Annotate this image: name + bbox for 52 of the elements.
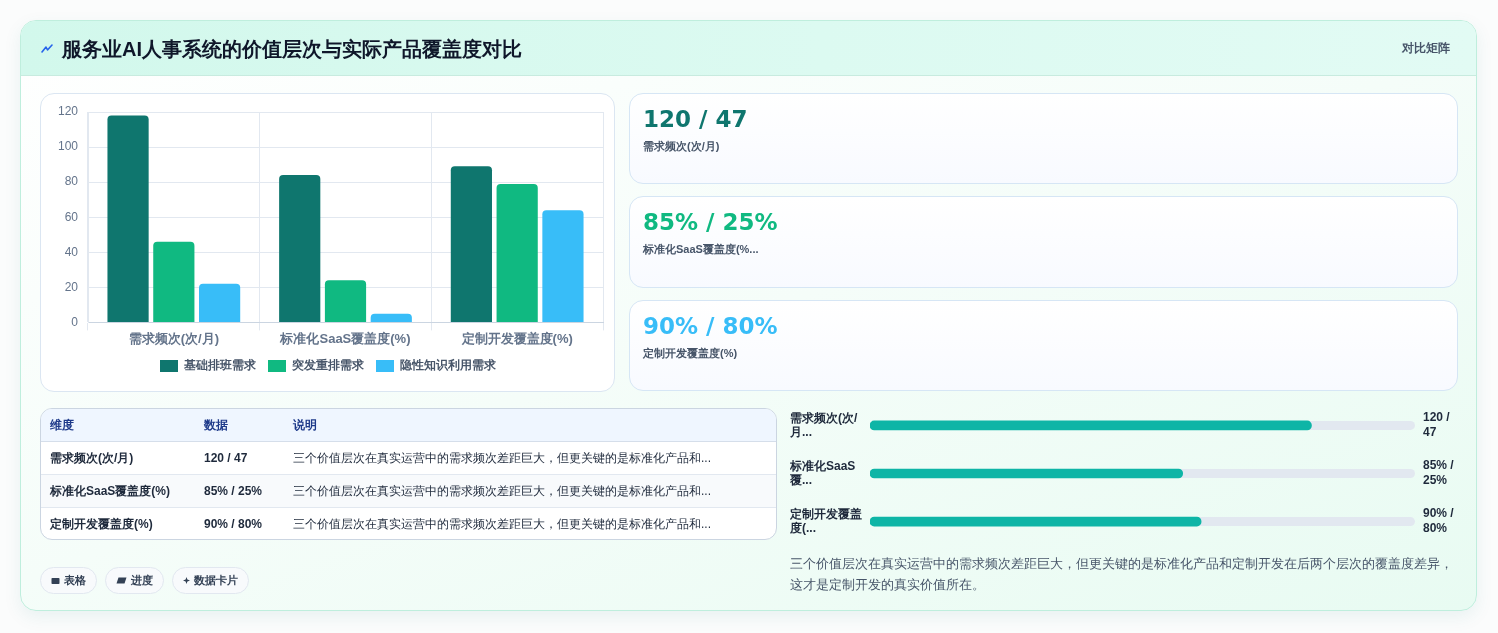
y-tick-label: 100 [57, 139, 79, 154]
text: 对比矩阵 [1401, 40, 1450, 57]
text: 定制开发覆盖度(%) [50, 516, 153, 531]
x-tick-label: 需求频次(次/月) [128, 330, 219, 346]
legend-label: 基础排班需求 [183, 358, 257, 373]
text: 标准化SaaS覆盖度(%... [643, 242, 759, 257]
text: 85% / 25% [204, 484, 263, 498]
y-tick-label: 标准化SaaS覆... [789, 458, 856, 488]
text: 三个价值层次在真实运营中的需求频次差距巨大，但更关键的是标准化产品和... [293, 516, 712, 531]
text: 进度 [131, 573, 153, 588]
y-tick-label: 120 [57, 104, 79, 119]
bar [450, 166, 492, 322]
text: 85% / 25% [643, 208, 778, 236]
legend-label: 隐性知识利用需求 [400, 358, 497, 373]
bar [370, 313, 412, 322]
bar [324, 280, 367, 322]
bar [153, 241, 195, 322]
data-label: 90% / 80% [1423, 506, 1455, 536]
data-label: 85% / 25% [1423, 458, 1455, 488]
data-label: 120 / 47 [1423, 410, 1451, 440]
text: 定制开发覆盖度(%) [643, 346, 738, 361]
y-tick-label: 60 [64, 209, 79, 224]
category-label: 维度 [41, 409, 195, 442]
text: 120 / 47 [643, 105, 748, 133]
y-tick-label: 定制开发覆盖度(... [789, 506, 862, 536]
chart-title: 服务业AI人事系统的价值层次与实际产品覆盖度对比 [62, 37, 522, 61]
bar [542, 210, 584, 322]
text: 三个价值层次在真实运营中的需求频次差距巨大，但更关键的是标准化产品和定制开发在后两个层次的覆盖度差异，这才是定制开发的真实价值所在。 [790, 555, 1454, 594]
bar [279, 175, 321, 322]
bar [199, 283, 241, 322]
text: 数据卡片 [194, 573, 238, 588]
text: 120 / 47 [204, 451, 248, 465]
text: 90% / 80% [204, 517, 263, 531]
bar [496, 183, 538, 322]
y-tick-label: 0 [71, 314, 79, 329]
text: 标准化SaaS覆盖度(%) [50, 483, 171, 498]
y-tick-label: 需求频次(次/月... [789, 410, 858, 439]
y-tick-label: 40 [64, 244, 79, 259]
y-tick-label: 20 [64, 279, 79, 294]
text: 需求频次(次/月) [643, 139, 720, 154]
text: 三个价值层次在真实运营中的需求频次差距巨大，但更关键的是标准化产品和... [293, 450, 712, 465]
text: 需求频次(次/月) [50, 450, 134, 465]
text: 表格 [64, 573, 86, 588]
y-tick-label: 80 [64, 174, 79, 189]
x-tick-label: 定制开发覆盖度(%) [460, 330, 573, 346]
legend-label: 突发重排需求 [291, 358, 365, 373]
x-tick-label: 标准化SaaS覆盖度(%) [279, 330, 411, 346]
bar [107, 115, 149, 322]
category-label: 数据 [195, 409, 284, 442]
text: 90% / 80% [643, 312, 778, 340]
category-label: 说明 [284, 409, 776, 442]
text: 三个价值层次在真实运营中的需求频次差距巨大，但更关键的是标准化产品和... [293, 483, 712, 498]
